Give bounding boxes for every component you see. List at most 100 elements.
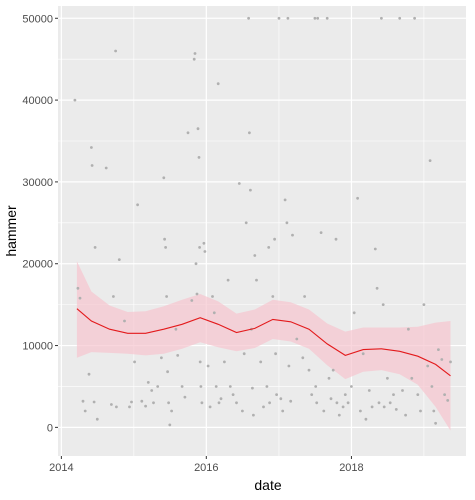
smooth-trend-line (76, 308, 451, 377)
data-point (295, 337, 299, 341)
x-tick-label: 2016 (194, 462, 218, 474)
data-point (216, 82, 220, 86)
data-point (377, 401, 381, 405)
data-point (265, 385, 269, 388)
data-point (180, 385, 184, 388)
data-point (350, 385, 353, 388)
y-tick-label: 50000 (22, 13, 53, 25)
data-point (273, 237, 276, 241)
data-point (283, 198, 287, 202)
data-point (211, 295, 214, 298)
data-point (193, 52, 197, 55)
data-point (183, 395, 187, 399)
data-point (192, 57, 196, 61)
data-point (289, 399, 293, 403)
data-point (382, 405, 386, 409)
data-point (73, 98, 77, 102)
data-point (303, 295, 306, 298)
data-point (244, 221, 248, 225)
data-point (375, 286, 379, 290)
data-point (392, 393, 395, 396)
data-point (186, 131, 190, 135)
data-point (274, 352, 277, 356)
data-point (334, 237, 338, 241)
data-point (285, 221, 289, 225)
data-point (434, 421, 437, 425)
y-axis: 0 10000 20000 30000 40000 50000 (22, 13, 58, 434)
data-point (398, 16, 402, 20)
data-point (160, 356, 163, 360)
data-point (237, 182, 241, 185)
x-axis: 2014 2016 2018 (49, 456, 364, 474)
data-point (422, 303, 426, 306)
data-point (176, 354, 180, 357)
data-point (255, 278, 258, 282)
data-point (443, 393, 446, 396)
data-point (206, 364, 210, 368)
data-point (115, 405, 118, 409)
data-point (150, 389, 154, 392)
data-point (291, 233, 294, 237)
data-point (315, 401, 319, 405)
data-point (156, 385, 160, 388)
data-point (279, 397, 283, 401)
data-point (212, 311, 216, 315)
data-point (262, 405, 265, 409)
confidence-ribbon (76, 261, 451, 431)
data-point (410, 376, 414, 380)
data-point (331, 368, 335, 372)
data-point (341, 405, 345, 409)
data-point (104, 166, 108, 170)
data-point (162, 176, 166, 180)
data-point (92, 400, 96, 404)
minor-gridlines (58, 6, 466, 456)
data-point (95, 417, 99, 421)
data-point (253, 254, 257, 257)
data-point (195, 292, 199, 296)
data-point (200, 401, 204, 405)
data-point (313, 16, 317, 20)
data-point (130, 400, 133, 404)
data-point (327, 376, 331, 380)
y-axis-label: hammer (3, 205, 19, 257)
data-point (430, 385, 434, 388)
data-point (174, 327, 178, 331)
data-point (133, 360, 137, 364)
data-point (316, 16, 320, 20)
data-point (199, 385, 203, 388)
data-point (275, 393, 278, 396)
data-point (356, 196, 359, 200)
data-point (407, 327, 410, 331)
data-point (437, 348, 440, 351)
data-point (301, 356, 305, 360)
data-point (277, 16, 281, 20)
data-point (319, 231, 323, 235)
data-point (446, 399, 450, 402)
data-point (146, 381, 150, 384)
data-point (228, 385, 232, 388)
data-point (251, 386, 254, 390)
data-point (248, 131, 251, 135)
data-point (196, 127, 200, 131)
data-point (373, 247, 377, 251)
data-point (386, 376, 389, 380)
data-point (76, 286, 80, 290)
data-point (165, 295, 169, 298)
y-tick-label: 0 (47, 422, 53, 434)
data-point (307, 368, 311, 372)
data-point (242, 352, 246, 356)
data-point (325, 16, 329, 20)
data-point (93, 246, 97, 249)
data-point (83, 409, 87, 413)
data-point (364, 417, 368, 421)
data-point (286, 16, 290, 20)
data-point (352, 311, 356, 315)
data-point (128, 405, 131, 409)
data-point (241, 409, 244, 413)
data-point (123, 319, 126, 323)
data-point (404, 413, 407, 417)
data-point (329, 397, 333, 401)
data-point (202, 241, 206, 245)
